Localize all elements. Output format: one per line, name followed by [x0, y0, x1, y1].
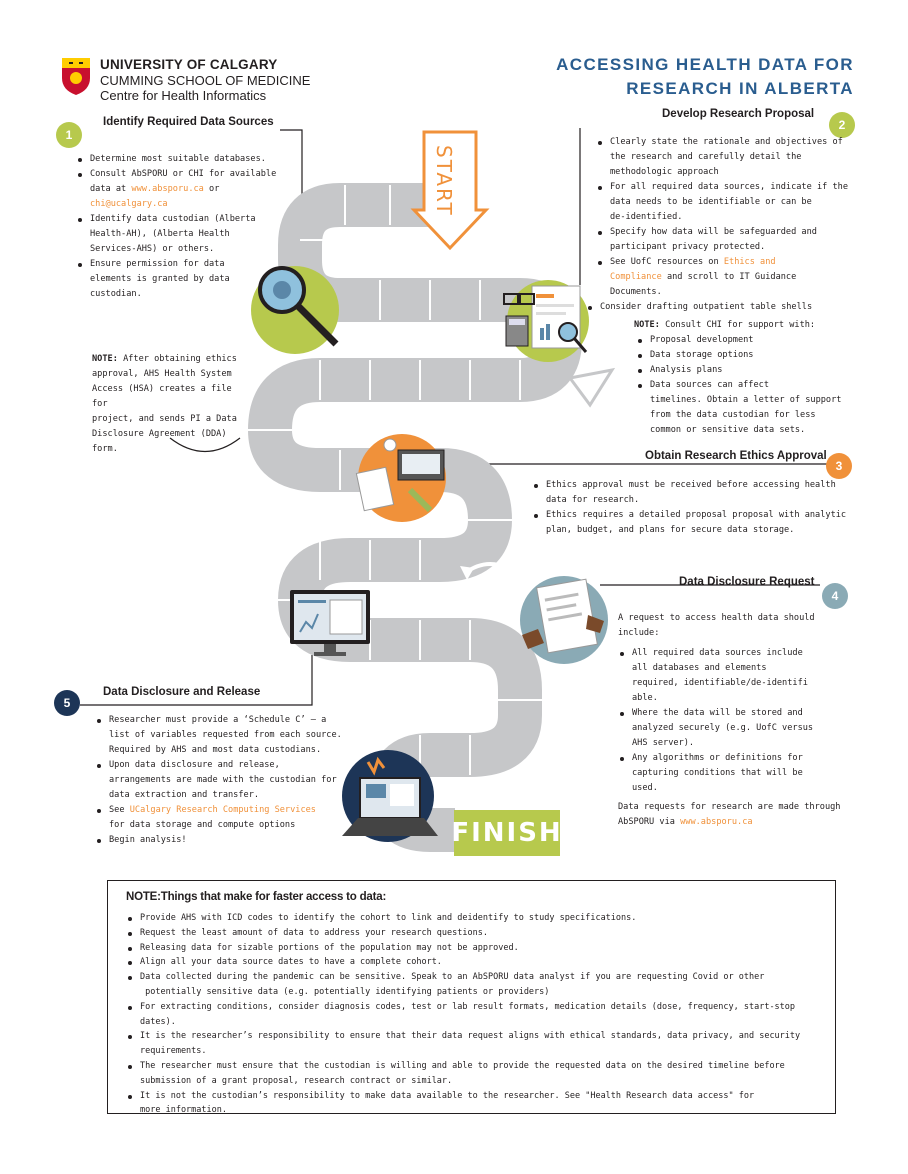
faster-access-item: The researcher must ensure that the cust… [126, 1059, 826, 1089]
step5-item: See UCalgary Research Computing Services… [95, 803, 355, 833]
research-computing-link[interactable]: UCalgary Research Computing Services [129, 805, 316, 815]
page-title-line1: ACCESSING HEALTH DATA FOR [556, 55, 854, 74]
step4-item: Any algorithms or definitions for capturi… [618, 751, 828, 796]
step4-item: All required data sources include all dat… [618, 646, 828, 706]
faster-access-item: Align all your data source dates to have… [126, 955, 826, 970]
faster-access-box: NOTE:Things that make for faster access … [107, 880, 836, 1115]
finish-badge: FINISH [451, 810, 561, 856]
step2-note-item: Data sources can affect timelines. Obtain… [636, 378, 846, 438]
monitor-icon [290, 590, 370, 656]
laptop-desk-icon [355, 434, 446, 522]
school-name: CUMMING SCHOOL OF MEDICINE [100, 73, 311, 88]
step2-note-label: NOTE: [634, 320, 660, 330]
note-hsa-label: NOTE: [92, 354, 118, 364]
step4-number: 4 [822, 583, 848, 609]
step2-item: Specify how data will be safeguarded and… [596, 225, 856, 255]
faster-access-item: It is not the custodian’s responsibility… [126, 1089, 826, 1119]
magnifier-icon [251, 266, 339, 354]
magnifier-illustration [250, 262, 345, 357]
step2-list: Clearly state the rationale and objectiv… [588, 135, 856, 315]
step2-item: See UofC resources on Ethics and Complian… [596, 255, 856, 300]
faster-access-item: Data collected during the pandemic can b… [126, 970, 826, 1000]
step1-item: Identify data custodian (Alberta Health-A… [76, 212, 291, 257]
step2-note-item: Data storage options [636, 348, 846, 363]
step1-title: Identify Required Data Sources [103, 116, 274, 128]
faster-access-item: Request the least amount of data to addr… [126, 926, 826, 941]
ethics-illustration [350, 430, 450, 525]
step3-item: Ethics approval must be received before … [532, 478, 852, 508]
step4-intro: A request to access health data should in… [618, 613, 815, 638]
step5-list: Researcher must provide a ‘Schedule C’ –… [95, 713, 355, 848]
step1-item: Consult AbSPORU or CHI for available data… [76, 167, 291, 212]
step5-title: Data Disclosure and Release [103, 686, 261, 698]
step2-title: Develop Research Proposal [662, 108, 815, 120]
disclosure-request-illustration [518, 575, 610, 665]
faster-access-item: It is the researcher’s responsibility to… [126, 1029, 826, 1059]
step2-item: Consider drafting outpatient table shell… [586, 300, 856, 315]
step4-item: Where the data will be stored and analyze… [618, 706, 828, 751]
absporu-link-2[interactable]: www.absporu.ca [680, 817, 753, 827]
step2-number: 2 [829, 112, 855, 138]
note-hsa: NOTE: After obtaining ethics approval, A… [92, 354, 237, 454]
page-title-line2: RESEARCH IN ALBERTA [626, 79, 854, 98]
absporu-link[interactable]: www.absporu.ca [131, 184, 204, 194]
step4-title: Data Disclosure Request [679, 576, 815, 588]
centre-name: Centre for Health Informatics [100, 88, 267, 103]
step3-number: 3 [826, 453, 852, 479]
chi-email-link[interactable]: chi@ucalgary.ca [90, 199, 168, 209]
step5-item: Begin analysis! [95, 833, 355, 848]
step1-list: Determine most suitable databases. Consu… [76, 152, 291, 302]
ethics-compliance-link[interactable]: Ethics and Compliance [610, 257, 776, 282]
step5-number: 5 [54, 690, 80, 716]
faster-access-item: Provide AHS with ICD codes to identify t… [126, 911, 826, 926]
proposal-illustration [500, 276, 596, 362]
faster-access-item: Releasing data for sizable portions of t… [126, 941, 826, 956]
step2-item: Clearly state the rationale and objectiv… [596, 135, 856, 180]
uofc-logo [60, 56, 92, 96]
faster-access-title: NOTE:Things that make for faster access … [126, 891, 387, 903]
document-calculator-icon [503, 280, 589, 362]
step2-note-list: Proposal development Data storage option… [636, 333, 846, 438]
start-label: START [432, 145, 456, 217]
step5-item: Upon data disclosure and release, arrange… [95, 758, 355, 803]
step1-item: Determine most suitable databases. [76, 152, 291, 167]
step1-number: 1 [56, 122, 82, 148]
step3-title: Obtain Research Ethics Approval [645, 450, 827, 462]
step4-list: All required data sources include all dat… [618, 646, 828, 796]
monitor-illustration [288, 588, 372, 660]
step3-item: Ethics requires a detailed proposal prop… [532, 508, 852, 538]
faster-access-list: Provide AHS with ICD codes to identify t… [126, 911, 826, 1118]
university-name: UNIVERSITY OF CALGARY [100, 57, 278, 72]
step2-note: NOTE: Consult CHI for support with: [634, 320, 816, 330]
page-title: ACCESSING HEALTH DATA FOR RESEARCH IN AL… [514, 53, 854, 101]
laptop-icon [342, 750, 438, 842]
step3-list: Ethics approval must be received before … [532, 478, 852, 538]
signing-document-icon [520, 576, 608, 664]
step5-item: Researcher must provide a ‘Schedule C’ –… [95, 713, 355, 758]
finish-laptop-illustration [338, 748, 440, 848]
faster-access-item: For extracting conditions, consider diag… [126, 1000, 826, 1030]
step2-note-item: Analysis plans [636, 363, 846, 378]
step1-item: Ensure permission for data elements is gr… [76, 257, 291, 302]
step2-item: For all required data sources, indicate … [596, 180, 856, 225]
step4-footer: Data requests for research are made thro… [618, 802, 841, 827]
step2-note-item: Proposal development [636, 333, 846, 348]
crest-icon [62, 58, 90, 95]
